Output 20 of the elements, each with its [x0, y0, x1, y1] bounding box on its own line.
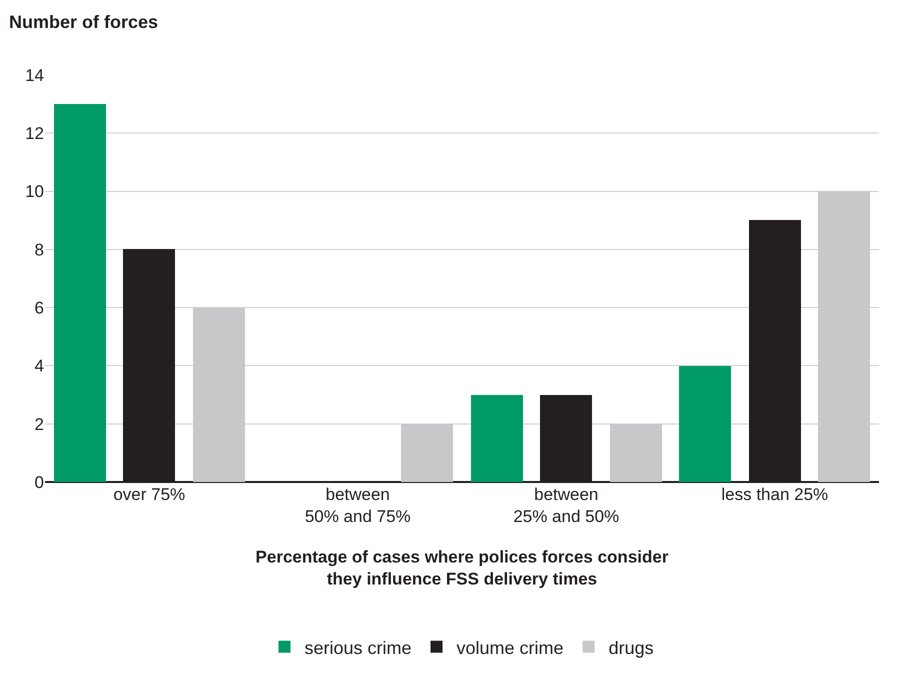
bar	[54, 104, 106, 482]
y-tick-label: 4	[34, 356, 44, 376]
y-tick-label: 12	[25, 124, 44, 144]
y-tick-label: 2	[34, 414, 44, 434]
y-tick-label: 14	[25, 66, 44, 85]
bar	[471, 395, 523, 482]
x-tick-label: over 75%	[113, 485, 186, 504]
y-tick-label: 6	[34, 298, 44, 318]
legend-label: serious crime	[304, 638, 412, 658]
y-tick-label: 0	[34, 472, 44, 492]
x-tick-label: between 25% and 50%	[513, 485, 620, 526]
y-axis-title: Number of forces	[9, 12, 158, 32]
x-tick-label: between 50% and 75%	[304, 485, 411, 526]
legend-label: drugs	[608, 638, 654, 658]
legend-label: volume crime	[456, 638, 564, 658]
bar	[679, 366, 731, 482]
y-tick-label: 10	[25, 182, 44, 202]
x-axis-title: Percentage of cases where polices forces consider they influence FSS delivery times	[256, 548, 669, 589]
y-tick-label: 8	[34, 240, 44, 260]
x-tick-label: less than 25%	[721, 485, 828, 504]
